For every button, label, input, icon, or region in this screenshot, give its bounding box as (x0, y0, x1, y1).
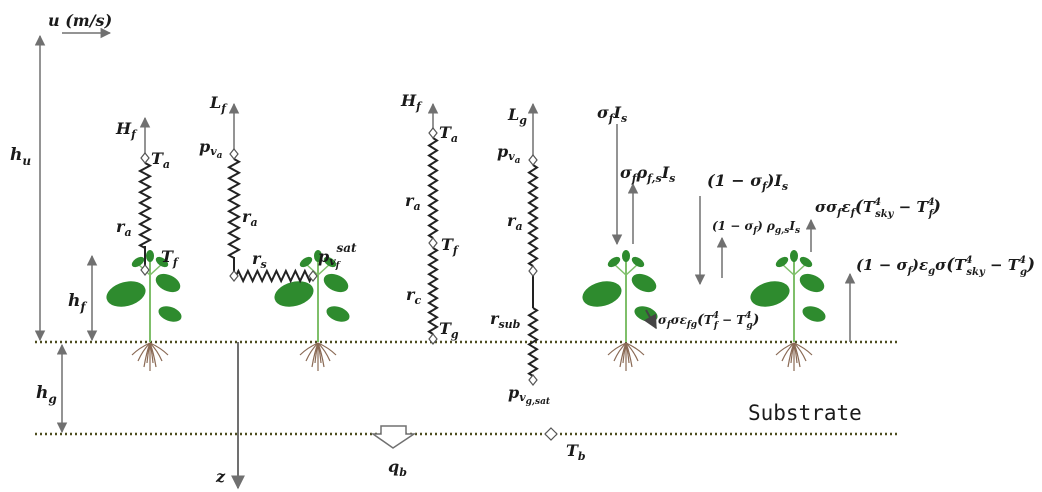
stomatal-resistance-label: rs (252, 249, 267, 271)
air-resistance-label: ra (507, 211, 523, 233)
ground-temperature-label: Tg (439, 319, 459, 341)
plant (106, 250, 182, 371)
air-resistance-zigzag (427, 137, 439, 239)
bottom-temperature-node (544, 427, 558, 441)
foliage-height-label: hf (68, 291, 87, 314)
air-temperature-label: Ta (151, 149, 170, 171)
ground-height-label: hg (36, 383, 57, 406)
stomatal-resistance-zigzag (235, 268, 313, 284)
bottom-heat-flux-label: qb (388, 457, 407, 479)
air-resistance-zigzag (137, 162, 153, 249)
latent-heat-label: Lf (209, 93, 228, 115)
air-vapor-node (229, 148, 239, 160)
canopy-series-resistance-network: Hf Ta ra Tf rc Tg (400, 91, 460, 345)
ground-latent-heat-network: Lg pva ra rsub pvg,sat (490, 102, 551, 407)
air-resistance-label: ra (405, 191, 421, 213)
ground-longwave-label: (1 − σf)εgσ(T4 sky − T4 g) (856, 255, 1035, 278)
sensible-heat-label: Hf (115, 119, 138, 141)
substrate-resistance-label: rsub (490, 309, 521, 331)
foliage-temperature-label: Tf (161, 247, 180, 269)
plants-group (106, 250, 826, 371)
ground-reflected-label: (1 − σf) ρg,sIs (712, 219, 800, 236)
plant (274, 250, 350, 371)
plant (750, 250, 826, 371)
foliage-sensible-heat-network: Hf Ta ra Tf (115, 116, 180, 276)
bottom-heat-flux-arrow (370, 425, 417, 449)
plant (582, 250, 658, 371)
ground-saturation-label: pvg,sat (508, 383, 551, 407)
latent-heat-label: Lg (507, 105, 527, 127)
foliage-longwave-label: σσfεf(T4 sky − T4 f) (815, 197, 941, 220)
air-temperature-label: Ta (439, 123, 458, 145)
foliage-temperature-label: Tf (441, 235, 460, 257)
foliage-saturation-label: pvfsat (318, 241, 357, 271)
air-resistance-zigzag (226, 158, 242, 259)
transmitted-shortwave-label: (1 − σf)Is (707, 171, 788, 193)
foliage-reflected-label: σfρf,sIs (620, 163, 675, 185)
canopy-resistance-zigzag (427, 247, 439, 335)
air-resistance-label: ra (242, 207, 258, 229)
incident-shortwave-label: σfIs (597, 103, 627, 125)
air-vapor-label: pva (497, 142, 521, 166)
depth-label: z (215, 467, 226, 486)
canopy-resistance-label: rc (406, 285, 421, 307)
canopy-height-label: hu (10, 145, 31, 168)
air-resistance-zigzag (527, 164, 539, 267)
bottom-temperature-label: Tb (566, 441, 586, 463)
foliage-temperature-node (140, 264, 150, 276)
air-temperature-node (140, 152, 150, 164)
foliage-ground-exchange-label: σfσεfg(T4 f − T4 g) (658, 311, 759, 331)
substrate-resistance-zigzag (527, 307, 539, 377)
foliage-ground-exchange-arrow (643, 309, 657, 330)
svg-text:u (m/s): u (m/s) (48, 11, 112, 30)
velocity-label: u (m/s) (48, 11, 112, 39)
radiation-fluxes: σfIs σfρf,sIs (1 − σf)Is (1 − σf) ρg,sIs … (597, 103, 1035, 342)
air-resistance-label: ra (116, 217, 132, 239)
substrate-label: Substrate (748, 401, 862, 425)
foliage-saturation-node (308, 270, 318, 282)
sensible-heat-label: Hf (400, 91, 423, 113)
foliage-latent-heat-network: Lf pva ra rs pvfsat (199, 93, 357, 284)
air-vapor-label: pva (199, 137, 223, 161)
